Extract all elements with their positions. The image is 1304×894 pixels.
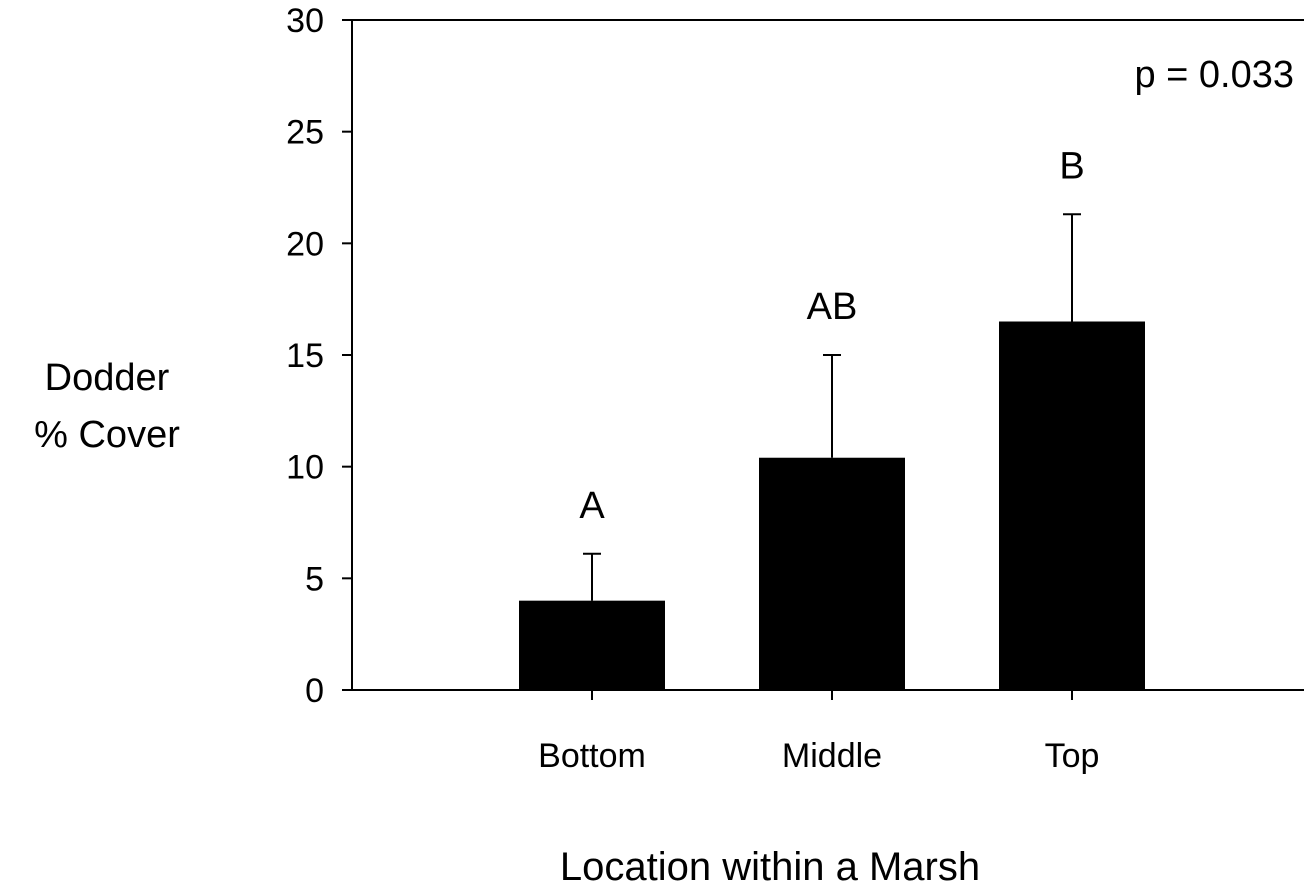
y-tick-label: 0 [305, 672, 324, 710]
bars [519, 321, 1145, 690]
bar-middle [759, 457, 905, 690]
y-tick-label: 30 [286, 2, 324, 40]
p-value-annotation: p = 0.033 [1134, 54, 1294, 96]
x-tick-label: Top [1045, 737, 1100, 775]
bar-top [999, 321, 1145, 690]
x-axis: Bottom Middle Top [352, 689, 1304, 775]
y-tick-label: 20 [286, 225, 324, 263]
y-tick-label: 10 [286, 449, 324, 487]
x-tick-label: Middle [782, 737, 882, 775]
bar-bottom [519, 600, 665, 690]
error-bars [583, 213, 1081, 601]
significance-letter: AB [807, 286, 858, 328]
significance-letter: B [1059, 145, 1084, 187]
significance-letter: A [579, 485, 605, 527]
y-axis: 0 5 10 15 20 25 30 [286, 2, 1304, 710]
significance-letters: A AB B [579, 145, 1084, 526]
y-tick-label: 5 [305, 560, 324, 598]
y-axis-label-line-2: % Cover [34, 414, 180, 456]
x-tick-label: Bottom [538, 737, 646, 775]
y-tick-label: 15 [286, 337, 324, 375]
y-axis-label-line-1: Dodder [45, 357, 170, 399]
y-tick-label: 25 [286, 114, 324, 152]
x-axis-label: Location within a Marsh [560, 845, 980, 889]
